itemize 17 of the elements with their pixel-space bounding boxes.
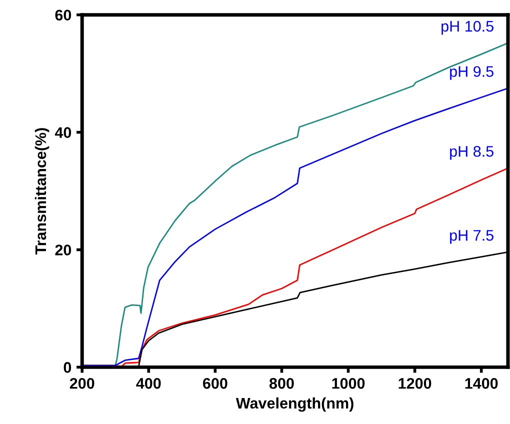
y-axis-title: Transmittance(%) <box>34 128 50 255</box>
series-label: pH 9.5 <box>450 66 494 80</box>
x-axis-title: Wavelength(nm) <box>236 397 354 412</box>
series-label: pH 10.5 <box>442 20 494 35</box>
y-tick-label: 60 <box>55 10 72 21</box>
x-tick-label: 800 <box>269 378 294 389</box>
series-label: pH 8.5 <box>450 146 494 160</box>
x-tick-label: 400 <box>136 378 161 389</box>
y-tick-label: 20 <box>55 244 72 256</box>
y-tick-label: 40 <box>54 127 72 138</box>
x-tick-label: 1000 <box>332 378 365 389</box>
x-tick-label: 200 <box>70 378 94 389</box>
x-tick-label: 600 <box>203 378 228 389</box>
x-tick-label: 1400 <box>465 378 498 389</box>
y-tick-label: 0 <box>64 362 72 373</box>
series-label: pH 7.5 <box>450 230 494 244</box>
x-tick-label: 1200 <box>398 378 432 389</box>
